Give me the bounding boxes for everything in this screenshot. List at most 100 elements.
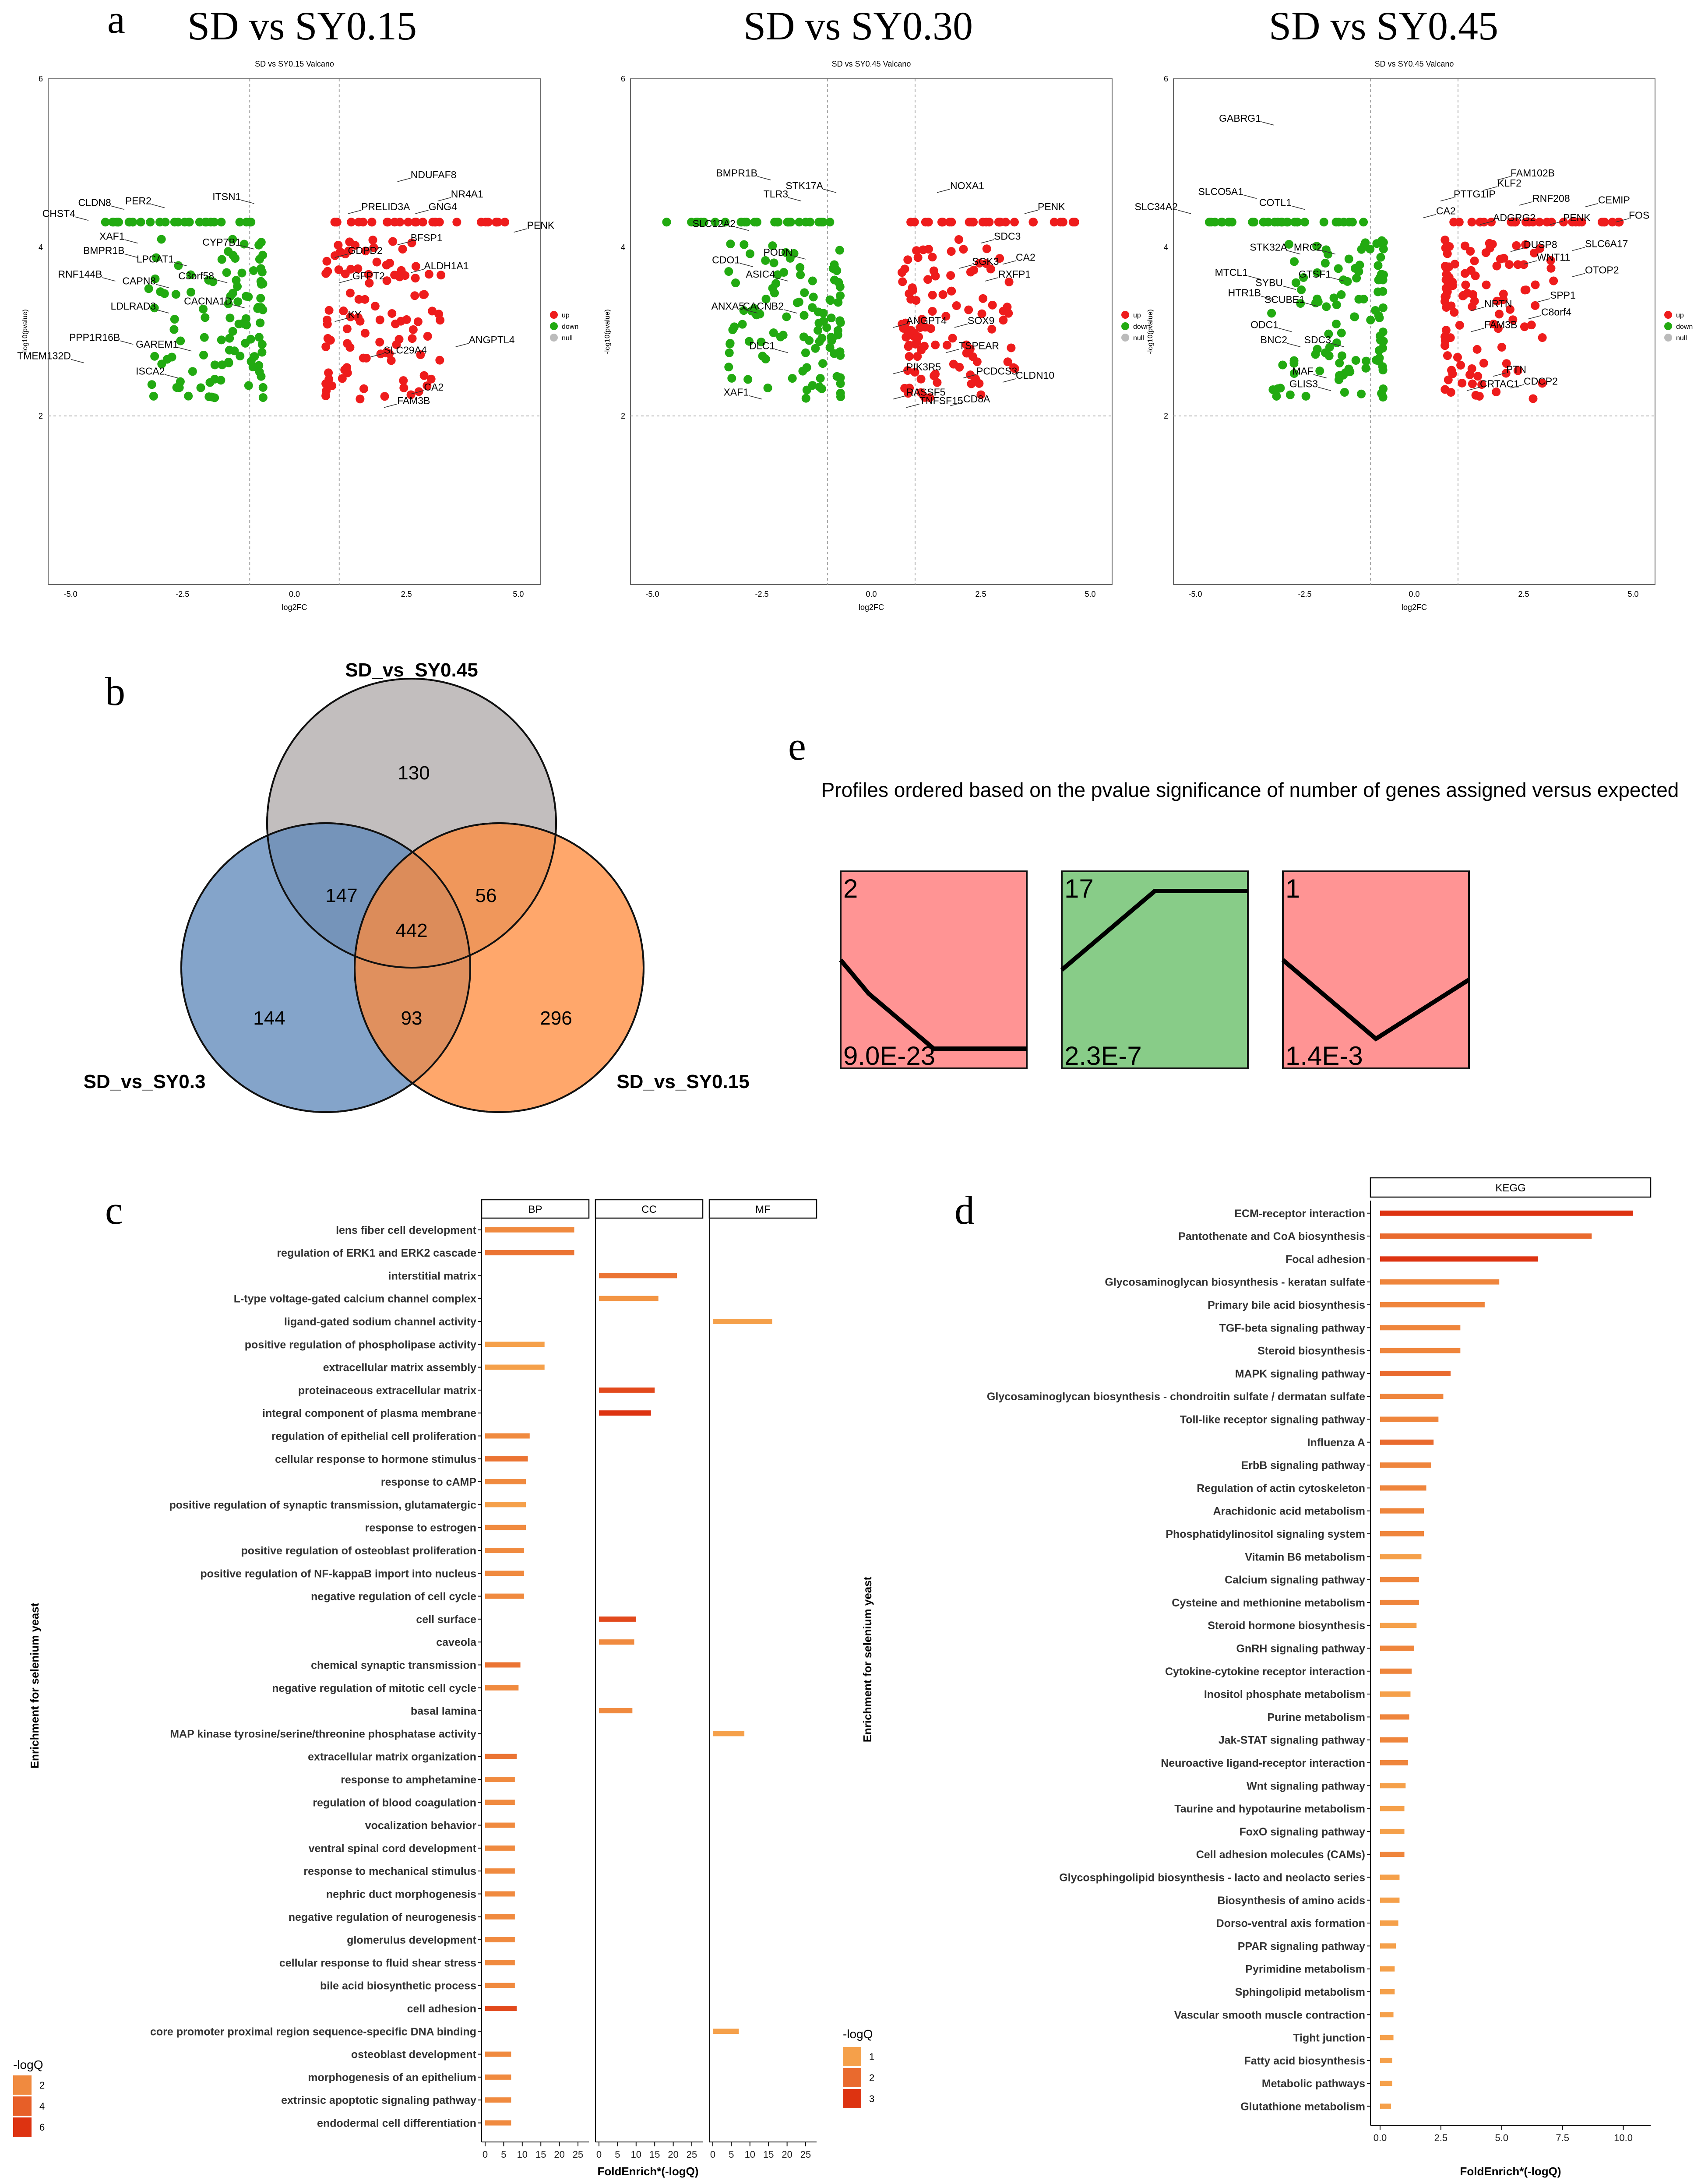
- volcano-point: [834, 298, 843, 307]
- volcano-point: [1444, 375, 1453, 384]
- volcano-point: [1549, 276, 1558, 285]
- kegg-pathway-label: Jak-STAT signaling pathway: [1219, 1734, 1365, 1747]
- go-term-label: response to cAMP: [381, 1476, 476, 1488]
- volcano-point: [321, 269, 331, 278]
- volcano-point: [800, 288, 809, 297]
- volcano-point: [1538, 333, 1547, 342]
- volcano-point: [206, 218, 215, 227]
- gene-label: NDUFAF8: [411, 169, 457, 180]
- volcano-point: [739, 306, 748, 315]
- volcano-point: [1285, 240, 1294, 249]
- x-tick-label: 2.5: [975, 590, 986, 599]
- volcano-point: [257, 348, 267, 357]
- profile-card-1: 1 1.4E-3: [1281, 870, 1470, 1071]
- volcano-point: [827, 314, 836, 323]
- volcano-point: [1608, 218, 1617, 227]
- kegg-pathway-label: Glycosphingolipid biosynthesis - lacto a…: [1059, 1871, 1365, 1884]
- kegg-pathway-label: ECM-receptor interaction: [1234, 1208, 1365, 1220]
- kegg-bar: [1380, 1531, 1424, 1536]
- volcano-point: [1441, 326, 1451, 335]
- kegg-pathway-label: GnRH signaling pathway: [1236, 1642, 1366, 1655]
- gene-label: DLC1: [749, 340, 775, 352]
- volcano-point: [413, 317, 423, 326]
- gene-label: LDLRAD3: [111, 300, 156, 312]
- volcano-point: [1615, 218, 1624, 227]
- kegg-pathway-label: Regulation of actin cytoskeleton: [1197, 1482, 1365, 1494]
- volcano-point: [1321, 259, 1330, 268]
- volcano-point: [258, 279, 268, 289]
- volcano-point: [910, 367, 919, 377]
- kegg-pathway-label: Glutathione metabolism: [1240, 2100, 1365, 2113]
- gene-label: CYP7B1: [202, 236, 241, 248]
- kegg-bar: [1380, 1691, 1411, 1697]
- volcano-point: [435, 356, 444, 365]
- volcano-point: [795, 218, 804, 227]
- volcano-point: [995, 254, 1004, 263]
- volcano-point: [817, 218, 826, 227]
- gene-label: ANXA5: [711, 300, 744, 312]
- volcano-point: [324, 368, 333, 377]
- kegg-bar: [1380, 2057, 1392, 2063]
- go-bar: [713, 1731, 745, 1737]
- volcano-point: [942, 341, 951, 350]
- volcano-point: [125, 218, 134, 227]
- volcano-point: [799, 311, 809, 320]
- go-term-label: core promoter proximal region sequence-s…: [150, 2025, 476, 2038]
- volcano-point: [360, 328, 370, 338]
- volcano-point: [1293, 218, 1302, 227]
- kegg-pathway-label: Biosynthesis of amino acids: [1217, 1895, 1365, 1907]
- volcano-point: [828, 334, 837, 343]
- facet-label: BP: [528, 1204, 542, 1215]
- go-bar: [713, 2029, 739, 2034]
- gene-label: SCUBE1: [1264, 294, 1305, 305]
- legend-label-up: up: [1133, 312, 1141, 319]
- volcano-point: [1443, 249, 1452, 258]
- volcano-point: [1378, 275, 1388, 285]
- volcano-point: [1574, 218, 1584, 227]
- volcano-title: SD vs SY0.15 Valcano: [255, 60, 334, 68]
- volcano-point: [236, 352, 245, 361]
- volcano-point: [1519, 260, 1528, 269]
- legend-dot-up: [550, 311, 558, 319]
- volcano-point: [1378, 303, 1388, 312]
- y-axis-label: -log10(pvalue): [604, 309, 611, 354]
- venn-diagram: SD_vs_SY0.45 SD_vs_SY0.3 SD_vs_SY0.15 13…: [84, 659, 750, 1113]
- volcano-point: [246, 335, 255, 344]
- volcano-point: [199, 350, 208, 359]
- volcano-point: [171, 290, 180, 299]
- go-enrichment-chart: BP 0 5 10 15 20 25 CC 0 5 10 15 20 25 MF 0 5 10 15 20 25 lens…: [13, 1199, 817, 2178]
- volcano-point: [1296, 299, 1305, 308]
- gene-label: GLIS3: [1289, 378, 1318, 389]
- legend-dot-up: [1121, 311, 1129, 319]
- volcano-point: [975, 258, 984, 268]
- volcano-point: [796, 270, 805, 279]
- kegg-pathway-label: Glycosaminoglycan biosynthesis - chondro…: [987, 1391, 1365, 1403]
- volcano-point: [836, 291, 845, 300]
- volcano-point: [359, 384, 368, 393]
- volcano-point: [721, 218, 730, 227]
- volcano-point: [382, 276, 391, 285]
- volcano-point: [763, 384, 772, 393]
- volcano-point: [967, 379, 976, 388]
- gene-label: NR4A1: [451, 188, 483, 200]
- volcano-point: [737, 218, 746, 227]
- volcano-point: [796, 263, 805, 272]
- volcano-point: [1535, 218, 1544, 227]
- volcano-point: [792, 298, 802, 307]
- volcano-point: [904, 342, 913, 351]
- volcano-point: [1559, 218, 1568, 227]
- volcano-point: [235, 218, 244, 227]
- volcano-point: [423, 332, 432, 341]
- volcano-heading: SD vs SY0.15: [187, 4, 417, 48]
- volcano-point: [788, 374, 797, 383]
- kegg-bar: [1380, 1828, 1405, 1834]
- go-term-label: extracellular matrix assembly: [323, 1362, 476, 1374]
- volcano-point: [1487, 218, 1496, 227]
- volcano-point: [1378, 366, 1388, 375]
- x-tick-label: 0.0: [866, 590, 877, 599]
- volcano-point: [1334, 218, 1343, 227]
- gene-label: SOX9: [968, 315, 994, 326]
- kegg-pathway-label: Inositol phosphate metabolism: [1204, 1688, 1365, 1701]
- facet-header-BP: [481, 1199, 590, 1219]
- kegg-bar: [1380, 1302, 1485, 1307]
